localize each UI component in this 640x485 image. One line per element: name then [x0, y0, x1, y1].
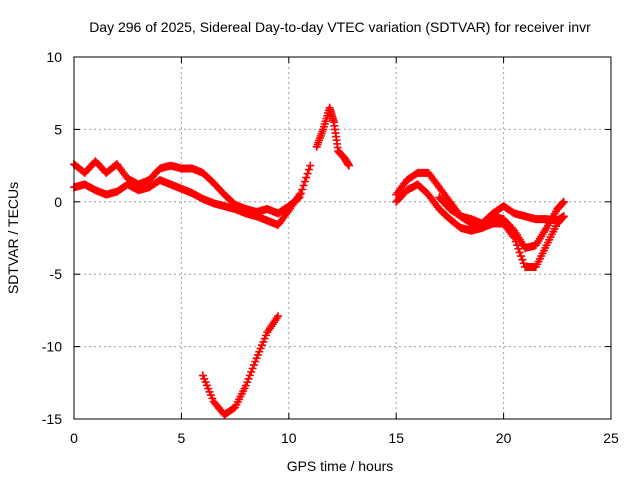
- axis-ticks: 0 5 10 15 20 25 -15 -10 -5 0 5 10: [42, 49, 619, 446]
- grid-lines: [74, 57, 611, 419]
- series-sdtvar-main-lower: [70, 176, 304, 229]
- x-tick-label: 10: [281, 430, 297, 446]
- y-tick-label: 0: [54, 194, 62, 210]
- data-point: [559, 212, 568, 221]
- series-sdtvar-night-upper: [392, 168, 568, 228]
- data-point: [559, 197, 568, 206]
- plot-frame: [73, 56, 612, 420]
- y-tick-label: 5: [54, 121, 62, 137]
- data-markers: [70, 103, 568, 419]
- series-sdtvar-main-upper: [70, 157, 315, 218]
- data-point: [515, 248, 524, 257]
- data-point: [517, 252, 526, 261]
- data-point: [558, 198, 567, 207]
- x-tick-label: 25: [603, 430, 619, 446]
- x-tick-label: 20: [496, 430, 512, 446]
- y-tick-label: -5: [50, 266, 63, 282]
- data-point: [558, 199, 567, 208]
- data-point: [518, 255, 527, 264]
- chart-title: Day 296 of 2025, Sidereal Day-to-day VTE…: [89, 19, 591, 35]
- data-point: [558, 213, 567, 222]
- series-sdtvar-night-lower: [392, 180, 568, 271]
- x-tick-label: 0: [70, 430, 78, 446]
- x-tick-label: 5: [178, 430, 186, 446]
- data-point: [299, 181, 308, 190]
- x-tick-label: 15: [388, 430, 404, 446]
- series-sdtvar-dip: [198, 312, 283, 419]
- data-point: [295, 190, 304, 199]
- y-tick-label: -10: [42, 339, 62, 355]
- data-point: [306, 161, 315, 170]
- data-point: [514, 244, 523, 253]
- data-point: [302, 173, 311, 182]
- y-tick-label: 10: [46, 49, 62, 65]
- data-point: [513, 241, 522, 250]
- series-sdtvar-evening-peak: [312, 103, 353, 170]
- x-axis-label: GPS time / hours: [287, 458, 394, 474]
- data-point: [300, 177, 309, 186]
- y-axis-label: SDTVAR / TECUs: [5, 182, 21, 294]
- data-point: [344, 161, 353, 170]
- y-tick-label: -15: [42, 411, 62, 427]
- data-point: [558, 214, 567, 223]
- series-sdtvar-night-middle: [435, 193, 568, 253]
- data-point: [274, 312, 283, 321]
- data-point: [298, 185, 307, 194]
- data-point: [303, 169, 312, 178]
- data-point: [304, 165, 313, 174]
